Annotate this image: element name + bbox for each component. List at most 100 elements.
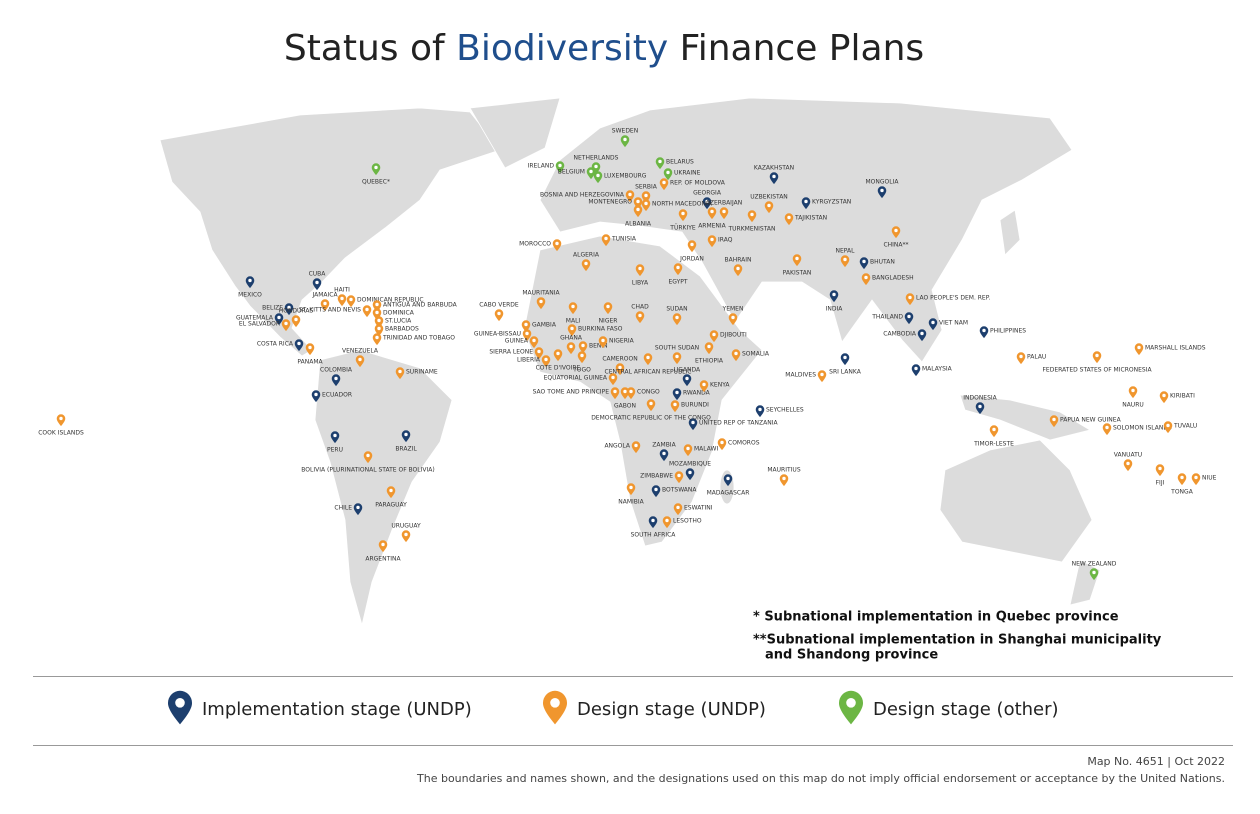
place-label: MOROCCO xyxy=(519,241,551,248)
pin-hole xyxy=(404,432,408,437)
pin-hole xyxy=(931,320,935,325)
place-label: LUXEMBOURG xyxy=(604,173,647,180)
pin xyxy=(312,278,322,291)
pin-hole xyxy=(685,376,689,381)
pin xyxy=(1128,386,1138,399)
pin-hole xyxy=(623,137,627,142)
pin xyxy=(651,485,661,498)
pin-hole xyxy=(569,344,573,349)
pin xyxy=(917,329,927,342)
pin-hole xyxy=(1194,475,1198,480)
place-label: JAMAICA xyxy=(311,292,338,299)
pin xyxy=(659,449,669,462)
pin-hole xyxy=(618,365,622,370)
pin-hole xyxy=(846,698,856,708)
pin-hole xyxy=(381,542,385,547)
place-label: ZIMBABWE xyxy=(640,473,673,480)
pin xyxy=(320,299,330,312)
place-label: NIUE xyxy=(1202,475,1217,482)
place-label: EL SALVADOR xyxy=(239,321,280,328)
pin-hole xyxy=(638,266,642,271)
pin-hole xyxy=(731,315,735,320)
pin xyxy=(989,425,999,438)
pin-hole xyxy=(1158,466,1162,471)
place-label: MALDIVES xyxy=(785,372,816,379)
pin xyxy=(975,402,985,415)
pin xyxy=(717,438,727,451)
pin-hole xyxy=(662,180,666,185)
pin-hole xyxy=(804,199,808,204)
pin-hole xyxy=(628,192,632,197)
place-label: KENYA xyxy=(710,382,730,389)
pin-hole xyxy=(677,473,681,478)
footnote: * Subnational implementation in Quebec p… xyxy=(753,610,1119,625)
pin xyxy=(1177,473,1187,486)
place-label: CHAD xyxy=(631,304,649,311)
place-label: PHILIPPINES xyxy=(990,328,1026,335)
place-label: REP. OF MOLDOVA xyxy=(670,180,726,187)
place-label: BOLIVIA (PLURINATIONAL STATE OF BOLIVIA) xyxy=(301,467,434,474)
pin-hole xyxy=(571,304,575,309)
place-label: MAURITIUS xyxy=(767,467,800,474)
place-label: AZERBAIJAN xyxy=(706,200,742,207)
pin-hole xyxy=(722,209,726,214)
place-label: PERU xyxy=(327,447,343,454)
pin-hole xyxy=(992,427,996,432)
pin xyxy=(635,311,645,324)
place-label: ETHIOPIA xyxy=(695,358,724,365)
pin-hole xyxy=(629,485,633,490)
pin-hole xyxy=(366,453,370,458)
place-label: HAITI xyxy=(334,287,350,294)
place-label: GUATEMALA xyxy=(236,315,274,322)
pin-hole xyxy=(613,389,617,394)
pin xyxy=(386,486,396,499)
pin-hole xyxy=(349,297,353,302)
place-label: COOK ISLANDS xyxy=(38,430,84,437)
place-label: NAURU xyxy=(1122,402,1144,409)
place-label: ZAMBIA xyxy=(652,442,676,449)
pin-hole xyxy=(676,265,680,270)
place-label: NEPAL xyxy=(836,248,856,255)
place-label: SOMALIA xyxy=(742,351,770,358)
place-label: JORDAN xyxy=(679,256,704,263)
place-label: ST.LUCIA xyxy=(385,318,412,325)
pin xyxy=(672,313,682,326)
pin xyxy=(784,213,794,226)
place-label: SOLOMON ISLANDS xyxy=(1113,425,1172,432)
pin xyxy=(733,264,743,277)
pin-hole xyxy=(524,322,528,327)
place-label: KAZAKHSTAN xyxy=(754,165,794,172)
pin-hole xyxy=(375,302,379,307)
pin xyxy=(355,355,365,368)
pin-hole xyxy=(589,169,593,174)
pin-hole xyxy=(1052,417,1056,422)
place-label: DEMOCRATIC REPUBLIC OF THE CONGO xyxy=(591,415,711,422)
place-label: TUNISIA xyxy=(611,236,637,243)
place-label: CABO VERDE xyxy=(479,302,519,309)
pin xyxy=(670,400,680,413)
pin xyxy=(683,444,693,457)
place-label: VENEZUELA xyxy=(342,348,379,355)
pin xyxy=(245,276,255,289)
pin-hole xyxy=(377,326,381,331)
pin xyxy=(1191,473,1201,486)
legend-label: Design stage (UNDP) xyxy=(577,699,766,720)
pin xyxy=(685,468,695,481)
pin xyxy=(615,363,625,376)
pin-hole xyxy=(284,321,288,326)
place-label: QUEBEC* xyxy=(362,179,390,186)
place-label: BURKINA FASO xyxy=(578,326,623,333)
place-label: COSTA RICA xyxy=(257,341,294,348)
pin-hole xyxy=(636,199,640,204)
place-label: GUINEA xyxy=(505,338,529,345)
place-label: NORTH MACEDONIA xyxy=(652,201,713,208)
pin-hole xyxy=(358,357,362,362)
pin xyxy=(294,339,304,352)
pin xyxy=(928,318,938,331)
pin-hole xyxy=(374,165,378,170)
place-label: MAURITANIA xyxy=(522,290,560,297)
pin-hole xyxy=(581,343,585,348)
pin xyxy=(581,259,591,272)
pin xyxy=(723,474,733,487)
